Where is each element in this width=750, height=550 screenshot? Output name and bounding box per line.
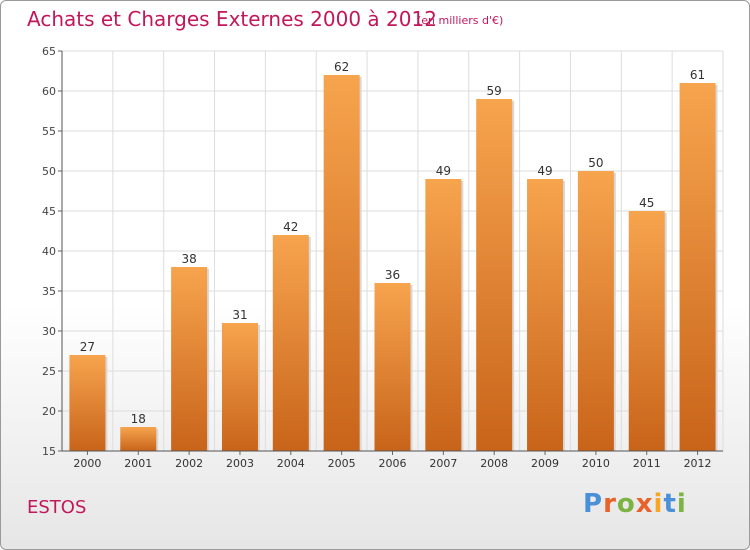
logo-letter: P bbox=[583, 489, 604, 519]
x-tick-label: 2001 bbox=[124, 457, 152, 470]
chart-subtitle: (en milliers d'€) bbox=[417, 14, 504, 27]
logo-letter: o bbox=[616, 489, 636, 519]
data-label: 61 bbox=[690, 68, 705, 82]
data-label: 38 bbox=[181, 252, 196, 266]
data-label: 27 bbox=[80, 340, 95, 354]
y-tick-label: 40 bbox=[42, 245, 56, 258]
x-tick-label: 2005 bbox=[328, 457, 356, 470]
x-tick-label: 2011 bbox=[633, 457, 661, 470]
x-tick-label: 2003 bbox=[226, 457, 254, 470]
data-label: 36 bbox=[385, 268, 400, 282]
x-tick-label: 2002 bbox=[175, 457, 203, 470]
data-label: 18 bbox=[131, 412, 146, 426]
bar-2003 bbox=[221, 323, 258, 451]
chart-title: Achats et Charges Externes 2000 à 2012 bbox=[27, 7, 437, 31]
bar-2001 bbox=[120, 427, 157, 451]
y-tick-label: 15 bbox=[42, 445, 56, 458]
x-tick-label: 2000 bbox=[73, 457, 101, 470]
y-tick-label: 35 bbox=[42, 285, 56, 298]
logo-letter: i bbox=[653, 489, 664, 519]
bar-2004 bbox=[272, 235, 309, 451]
bar-2009 bbox=[527, 179, 564, 451]
proxiti-logo[interactable]: Proxiti bbox=[583, 489, 687, 519]
axes: 15 20 25 30 35 40 45 50 55 60 65 2000 2001 2002 2003 20… bbox=[42, 45, 723, 470]
y-tick-label: 20 bbox=[42, 405, 56, 418]
y-tick-label: 65 bbox=[42, 45, 56, 58]
bar-2012 bbox=[679, 83, 716, 451]
x-tick-label: 2009 bbox=[531, 457, 559, 470]
y-tick-label: 60 bbox=[42, 85, 56, 98]
bar-2002 bbox=[171, 267, 208, 451]
x-tick-label: 2004 bbox=[277, 457, 305, 470]
logo-letter: x bbox=[635, 489, 654, 519]
data-label: 62 bbox=[334, 60, 349, 74]
logo-letter: i bbox=[676, 489, 687, 519]
x-tick-label: 2010 bbox=[582, 457, 610, 470]
data-label: 42 bbox=[283, 220, 298, 234]
commune-name: ESTOS bbox=[27, 497, 87, 518]
bar-2000 bbox=[69, 355, 106, 451]
y-tick-label: 45 bbox=[42, 205, 56, 218]
data-label: 49 bbox=[436, 164, 451, 178]
bar-2010 bbox=[577, 171, 614, 451]
x-tick-label: 2012 bbox=[684, 457, 712, 470]
y-tick-label: 30 bbox=[42, 325, 56, 338]
bar-2006 bbox=[374, 283, 411, 451]
data-label: 50 bbox=[588, 156, 603, 170]
bar-2008 bbox=[476, 99, 513, 451]
data-label: 59 bbox=[487, 84, 502, 98]
x-tick-label: 2008 bbox=[480, 457, 508, 470]
bar-2007 bbox=[425, 179, 462, 451]
bar-2005 bbox=[323, 75, 360, 451]
logo-letter: t bbox=[663, 489, 677, 519]
y-tick-label: 25 bbox=[42, 365, 56, 378]
x-tick-label: 2007 bbox=[429, 457, 457, 470]
y-tick-label: 55 bbox=[42, 125, 56, 138]
data-label: 31 bbox=[232, 308, 247, 322]
x-tick-label: 2006 bbox=[379, 457, 407, 470]
y-tick-label: 50 bbox=[42, 165, 56, 178]
bar-2011 bbox=[628, 211, 665, 451]
data-label: 45 bbox=[639, 196, 654, 210]
logo-letter: r bbox=[603, 489, 617, 519]
data-label: 49 bbox=[537, 164, 552, 178]
bars: 27 18 38 31 42 62 36 49 59 49 50 45 61 bbox=[69, 60, 718, 451]
